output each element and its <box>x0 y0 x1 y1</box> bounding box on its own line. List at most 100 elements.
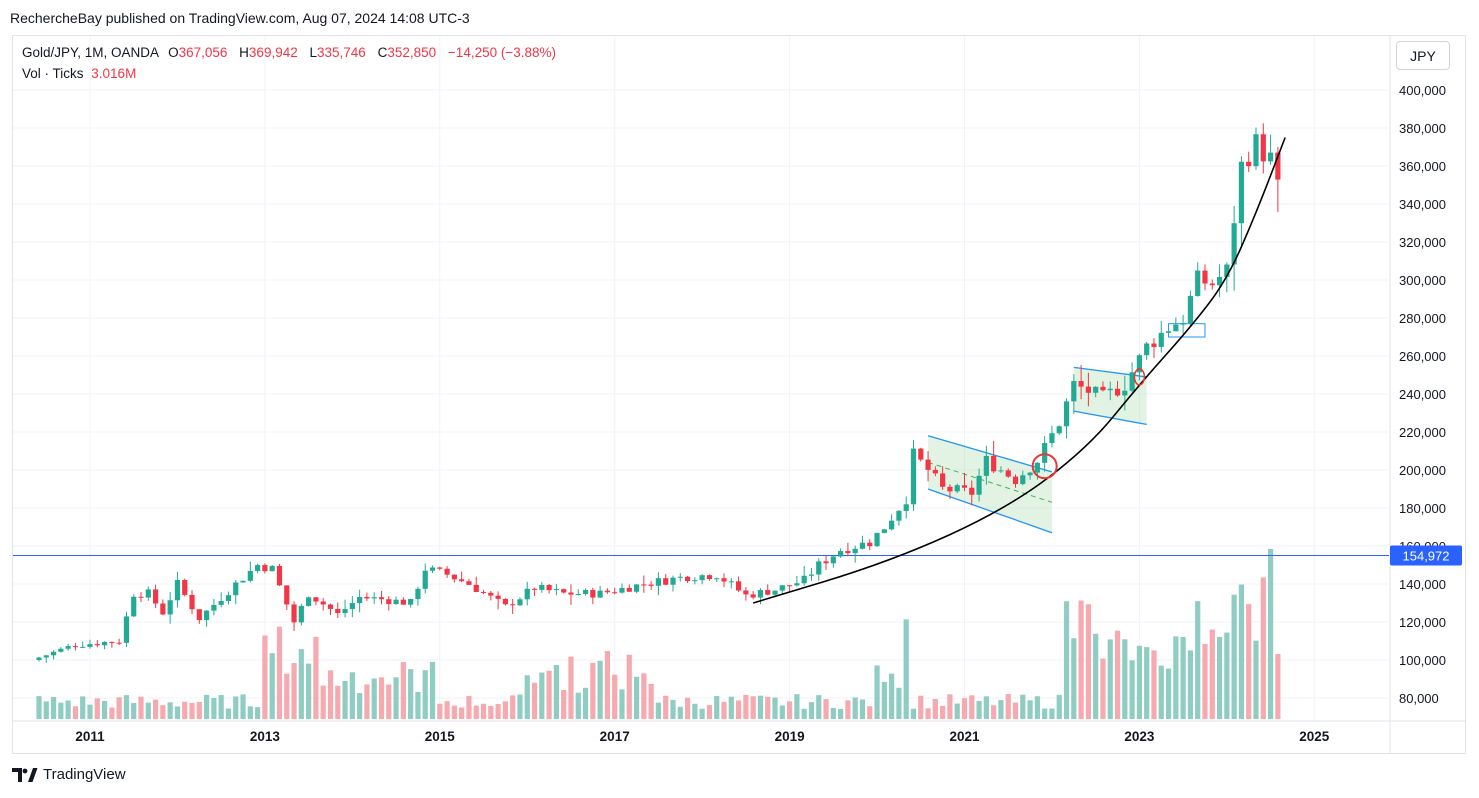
candle-body <box>459 579 465 582</box>
volume-bar <box>969 695 975 719</box>
volume-bar <box>1020 694 1026 719</box>
volume-bar <box>408 669 414 719</box>
volume-bar <box>531 682 538 719</box>
volume-bar <box>604 651 611 719</box>
candle-body <box>961 485 968 488</box>
volume-bar <box>502 701 508 719</box>
close-value: 352,850 <box>387 45 437 60</box>
volume-bar <box>750 696 756 719</box>
volume-bar <box>852 697 858 719</box>
candle-body <box>612 592 618 594</box>
candle-body <box>1012 476 1019 485</box>
volume-bar <box>101 700 108 719</box>
volume-bar <box>1158 665 1164 719</box>
candle-body <box>568 592 574 595</box>
descending-channel-2021-lower <box>927 488 1053 534</box>
candle-body <box>859 542 866 549</box>
volume-bar <box>954 703 960 719</box>
candle-body <box>582 590 589 594</box>
volume-bar <box>298 649 304 719</box>
candle-body <box>575 593 581 595</box>
candle-body <box>160 603 166 615</box>
candle-body <box>488 592 494 596</box>
volume-bar <box>1246 604 1252 719</box>
candle-body <box>400 599 406 605</box>
ohlc-legend: Gold/JPY, 1M, OANDA O367,056 H369,942 L3… <box>22 45 556 60</box>
candle-body <box>262 565 268 572</box>
volume-bar <box>1034 696 1040 719</box>
candle-body <box>808 574 815 576</box>
candle-body <box>342 609 348 614</box>
tradingview-logo-icon <box>12 767 38 782</box>
volume-bar <box>670 699 676 719</box>
volume-bar <box>757 695 764 719</box>
symbol-label[interactable]: Gold/JPY, 1M, OANDA <box>22 45 159 60</box>
volume-bar <box>131 702 137 719</box>
volume-bar <box>1187 650 1194 719</box>
volume-bar <box>1231 594 1237 719</box>
volume-bar <box>539 672 545 719</box>
price-line-label: 154,972 <box>1403 549 1450 564</box>
volume-bar <box>1114 630 1121 719</box>
volume-bar <box>874 665 880 719</box>
candle-body <box>728 581 734 583</box>
volume-bar <box>371 678 377 719</box>
y-tick-label: 400,000 <box>1399 83 1446 98</box>
candle-body <box>204 610 210 621</box>
volume-bar <box>313 636 319 719</box>
candle-body <box>743 590 749 595</box>
candle-body <box>852 548 858 554</box>
volume-bar <box>1224 632 1230 719</box>
volume-bar <box>72 706 79 719</box>
volume-label[interactable]: Vol · Ticks <box>22 66 84 81</box>
candle-body <box>1027 472 1033 476</box>
volume-bar <box>816 695 822 719</box>
volume-bar <box>940 705 946 719</box>
chart-frame <box>12 35 1466 754</box>
tradingview-footer[interactable]: TradingView <box>12 766 126 783</box>
candle-body <box>320 601 326 605</box>
x-tick-label: 2023 <box>1124 729 1155 744</box>
candle-body <box>415 588 421 600</box>
volume-bar <box>641 673 647 719</box>
candle-body <box>1260 134 1266 162</box>
volume-bar <box>393 677 399 719</box>
volume-bar <box>1012 702 1019 719</box>
open-label: O <box>168 45 179 60</box>
currency-button[interactable]: JPY <box>1396 41 1450 70</box>
volume-bar <box>524 675 530 719</box>
candle-body <box>364 596 370 599</box>
volume-bar <box>947 694 953 719</box>
candle-body <box>1267 152 1274 162</box>
volume-bar <box>1005 694 1011 719</box>
y-tick-label: 120,000 <box>1399 615 1446 630</box>
volume-bar <box>787 701 793 719</box>
candle-body <box>65 646 71 649</box>
volume-bar <box>196 701 202 719</box>
candle-body <box>1129 372 1135 391</box>
volume-bar <box>65 700 71 719</box>
volume-bar <box>459 707 465 719</box>
volume-bar <box>262 635 268 719</box>
volume-bar <box>58 702 64 719</box>
candle-body <box>371 597 377 599</box>
volume-bar <box>925 708 931 719</box>
y-tick-label: 180,000 <box>1399 501 1446 516</box>
volume-bar <box>429 661 436 719</box>
breakout-circle <box>1133 368 1146 386</box>
candle-body <box>1151 343 1157 347</box>
candle-body <box>1078 381 1084 387</box>
candle-body <box>721 578 727 582</box>
volume-bar <box>240 694 246 719</box>
volume-bar <box>991 705 997 719</box>
candle-body <box>1034 462 1040 473</box>
candle-body <box>1246 161 1252 167</box>
candle-body <box>1063 401 1070 427</box>
candle-body <box>517 599 523 606</box>
candle-body <box>182 580 188 595</box>
volume-bar <box>546 670 552 719</box>
volume-bar <box>677 706 683 719</box>
x-tick-label: 2021 <box>949 729 980 744</box>
candle-body <box>706 575 713 580</box>
